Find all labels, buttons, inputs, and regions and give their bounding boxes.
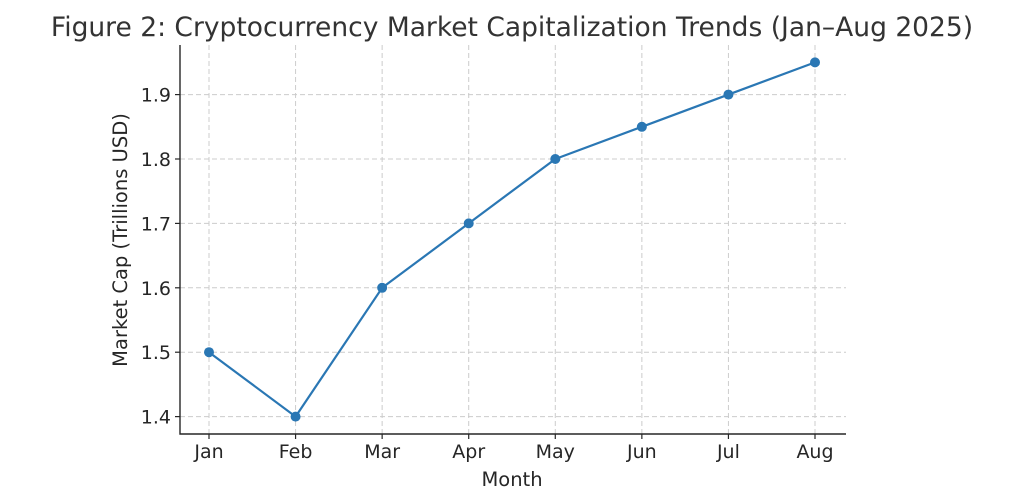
x-tick-label: Jun [626,441,657,463]
x-axis-label: Month [481,468,542,491]
y-tick-label: 1.7 [141,213,171,235]
data-point-may [550,153,561,164]
axes: Jan Feb Mar Apr May Jun Jul Aug 1.4 1.5 1.6 1.7 1.8 1… [141,45,846,463]
data-point-apr [463,218,474,229]
x-tick-label: Mar [364,441,400,463]
x-tick-label: Aug [796,441,833,463]
x-tick-label: Jan [193,441,223,463]
chart-title: Figure 2: Cryptocurrency Market Capitali… [51,12,973,43]
y-tick-label: 1.6 [141,278,171,300]
x-tick-label: May [536,441,575,463]
y-tick-label: 1.5 [141,342,171,364]
gridlines [180,45,846,434]
data-point-jan [204,347,214,358]
data-point-aug [810,57,820,68]
data-point-feb [290,411,301,422]
data-point-jul [723,89,734,100]
axis-spines [179,45,846,435]
x-tick-label: Feb [279,441,313,463]
series-market-cap [204,57,820,422]
y-tick-label: 1.9 [141,85,171,107]
data-point-jun [636,121,647,132]
y-tick-label: 1.8 [141,149,171,171]
data-point-mar [377,282,388,293]
x-tick-label: Apr [452,441,485,463]
x-tick-label: Jul [716,441,740,463]
series-line [208,61,816,418]
y-tick-label: 1.4 [141,407,171,429]
y-axis-label: Market Cap (Trillions USD) [109,113,132,367]
